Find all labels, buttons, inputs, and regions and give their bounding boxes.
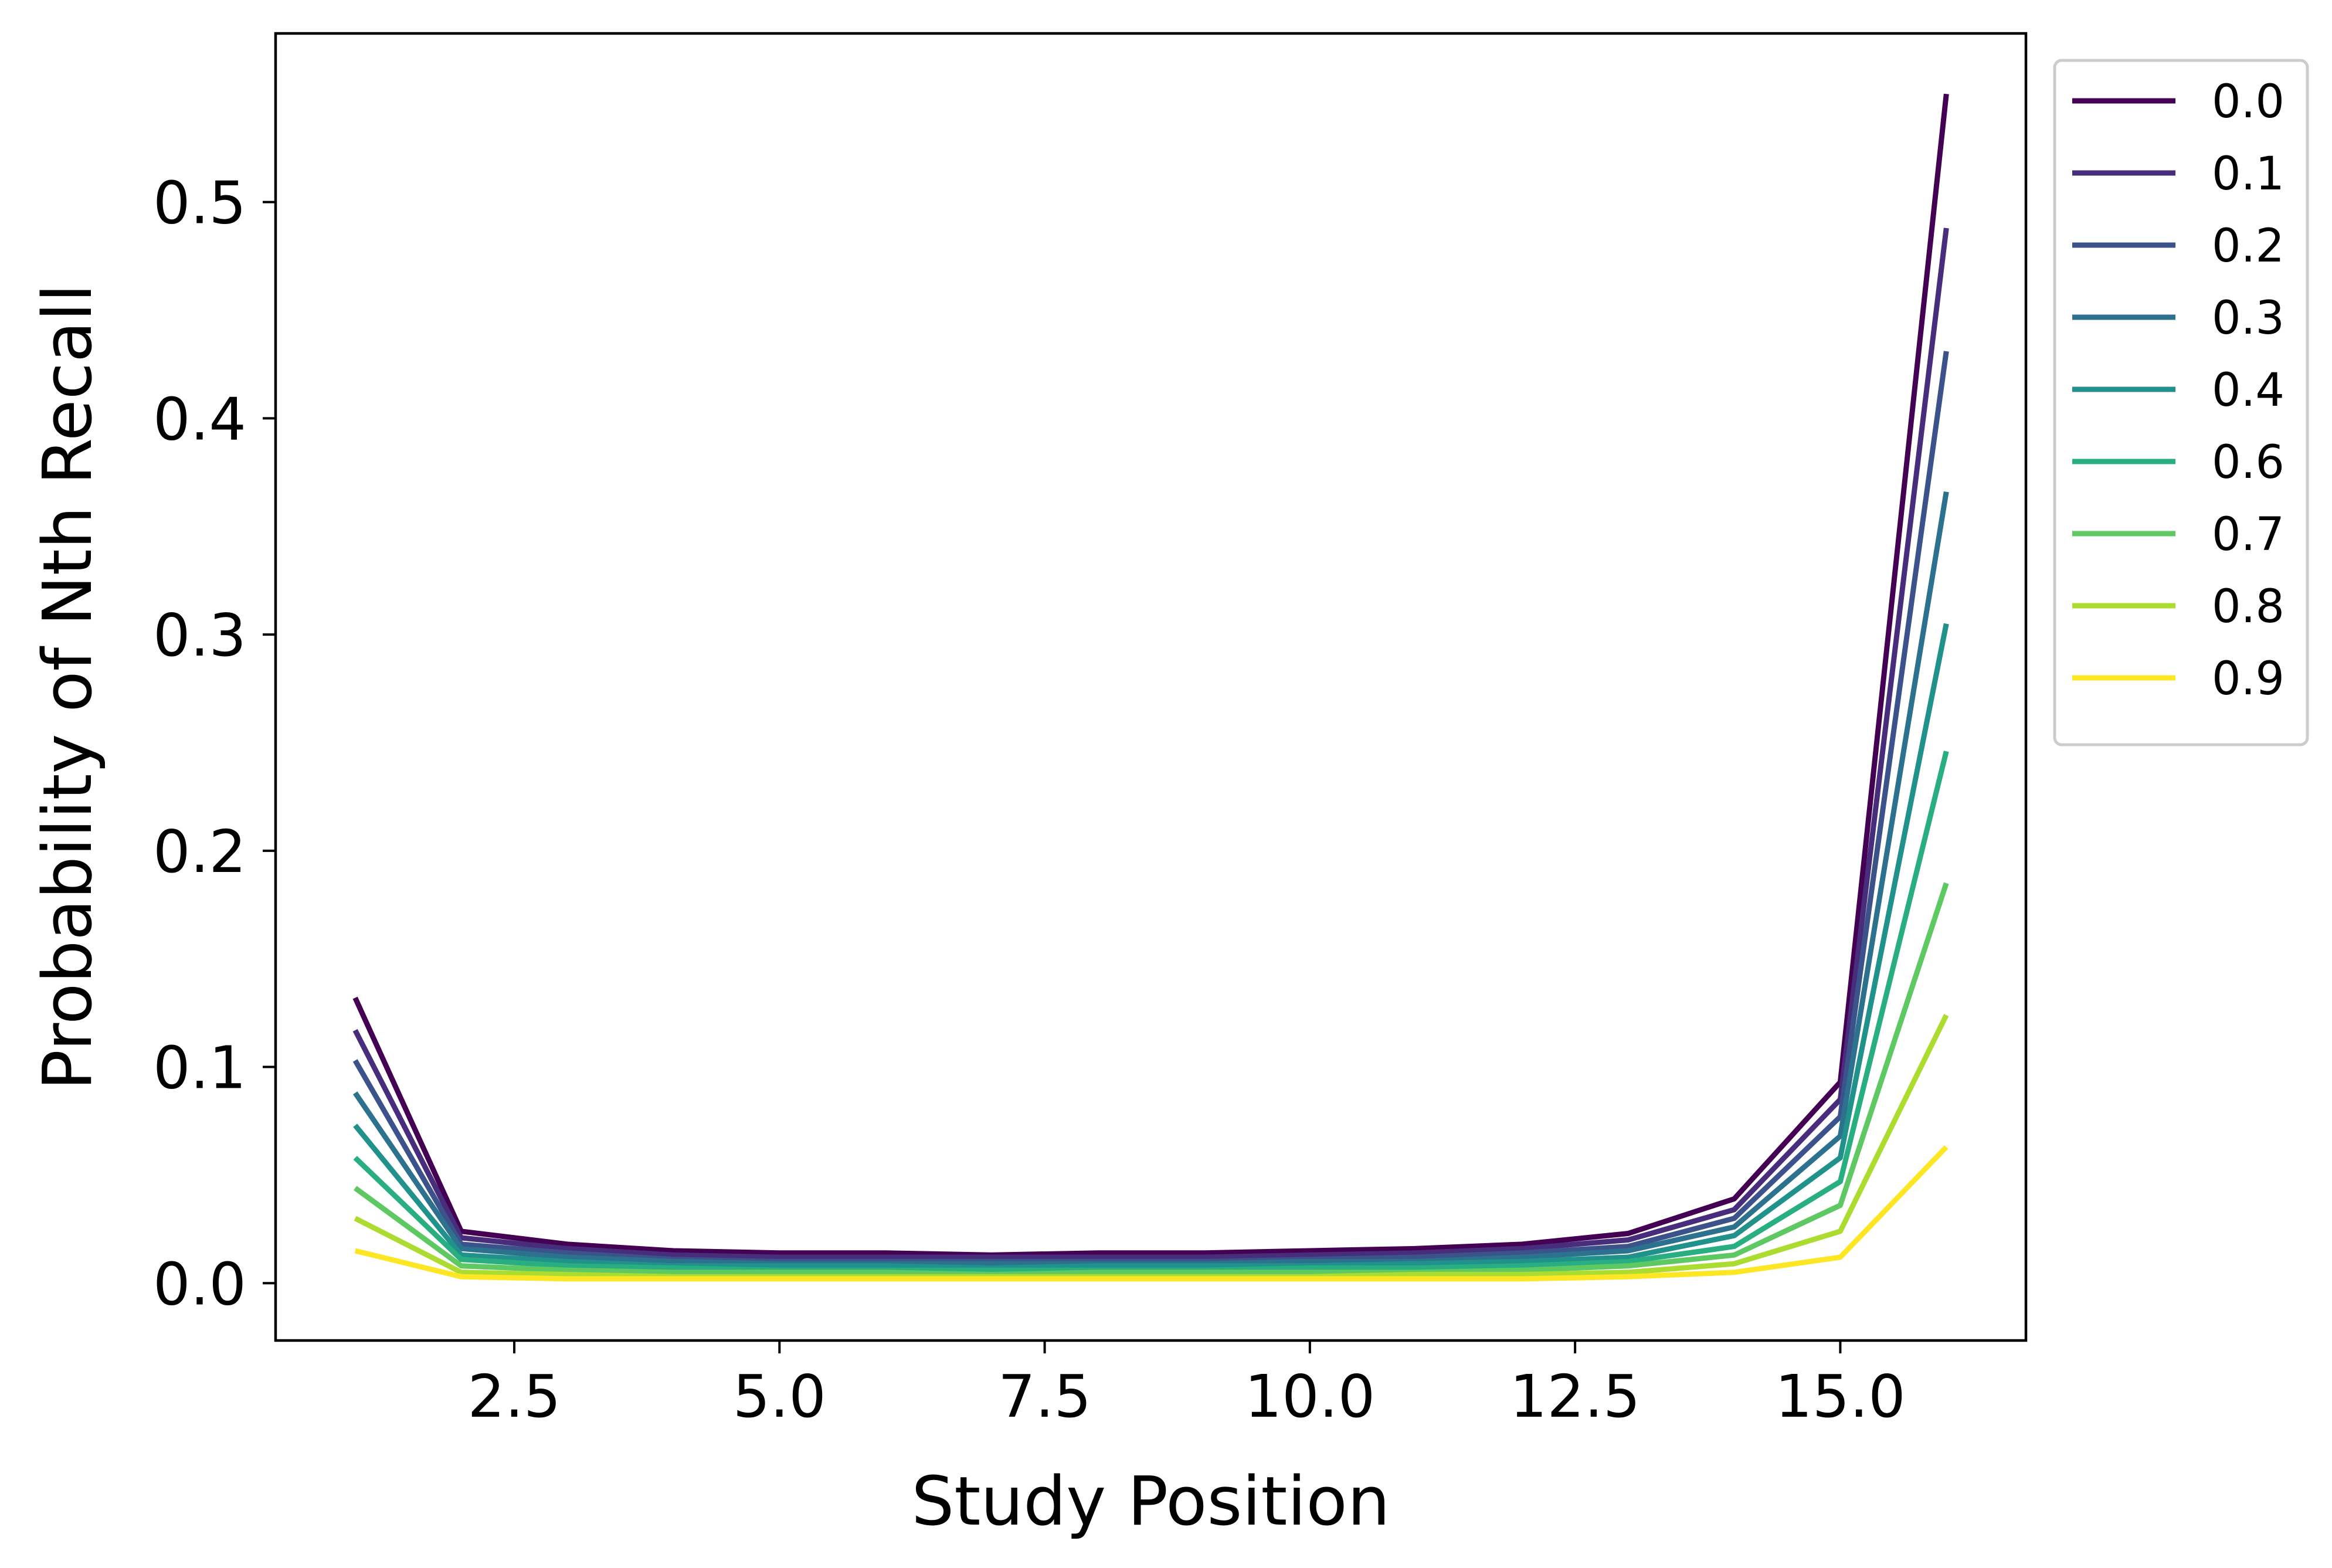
legend-label: 0.9 — [2212, 653, 2285, 705]
legend-item: 0.9 — [2072, 653, 2285, 705]
y-axis-label: Probability of Nth Recall — [29, 284, 107, 1091]
x-tick-label: 15.0 — [1775, 1362, 1906, 1431]
x-tick-label: 10.0 — [1245, 1362, 1376, 1431]
x-tick-label: 2.5 — [468, 1362, 561, 1431]
legend-item: 0.2 — [2072, 220, 2285, 273]
legend-label: 0.8 — [2212, 581, 2285, 633]
series-line-0.7 — [354, 882, 1949, 1277]
series-line-0.1 — [352, 228, 1949, 1260]
y-tick-label: 0.5 — [153, 169, 246, 237]
legend-item: 0.3 — [2072, 292, 2285, 345]
legend-item: 0.0 — [2072, 76, 2285, 128]
x-tick-label: 12.5 — [1510, 1362, 1641, 1431]
legend-items: 0.0 0.1 0.2 0.3 0.4 0.6 0.7 0.8 0.9 — [2072, 76, 2285, 705]
legend-item: 0.4 — [2072, 364, 2285, 417]
x-tick-label: 5.0 — [733, 1362, 826, 1431]
y-tick-label: 0.2 — [153, 817, 246, 886]
legend-label: 0.1 — [2212, 148, 2285, 201]
series-line-0.4 — [353, 623, 1949, 1271]
legend-item: 0.6 — [2072, 436, 2285, 489]
legend-label: 0.4 — [2212, 364, 2285, 417]
legend-label: 0.6 — [2212, 436, 2285, 489]
series-line-0.9 — [354, 1145, 1949, 1282]
series-line-0.0 — [352, 93, 1949, 1258]
legend-label: 0.7 — [2212, 508, 2285, 561]
y-tick-label: 0.0 — [153, 1250, 246, 1318]
y-tick-label: 0.4 — [153, 385, 246, 453]
legend-item: 0.7 — [2072, 508, 2285, 561]
x-axis-label: Study Position — [911, 1462, 1390, 1541]
legend-item: 0.1 — [2072, 148, 2285, 201]
legend-label: 0.2 — [2212, 220, 2285, 273]
legend-frame — [2053, 59, 2309, 746]
y-tick-label: 0.3 — [153, 601, 246, 670]
y-tick-label: 0.1 — [153, 1034, 246, 1102]
legend-item: 0.8 — [2072, 581, 2285, 633]
x-tick-label: 7.5 — [998, 1362, 1091, 1431]
legend: 0.0 0.1 0.2 0.3 0.4 0.6 0.7 0.8 0.9 — [2053, 59, 2309, 746]
plot-lines — [352, 93, 1949, 1282]
legend-label: 0.3 — [2212, 292, 2285, 345]
x-axis: 2.5 5.0 7.5 10.0 12.5 15.0 — [468, 1340, 1906, 1431]
legend-label: 0.0 — [2212, 76, 2285, 128]
plot-frame — [274, 32, 2028, 1342]
y-axis: 0.0 0.1 0.2 0.3 0.4 0.5 — [153, 169, 276, 1318]
